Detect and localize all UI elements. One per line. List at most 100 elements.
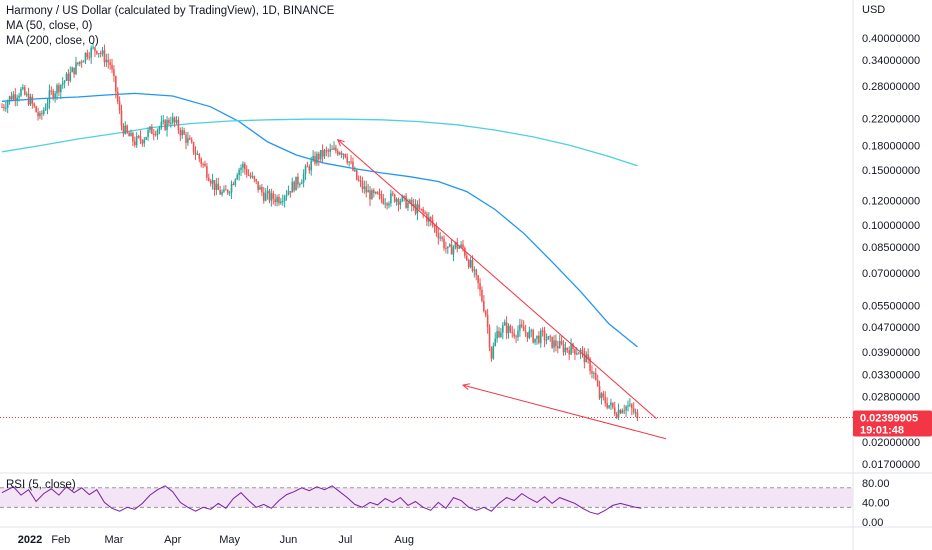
candle-body [445,247,447,249]
candle-body [615,414,618,418]
candle-body [101,50,104,54]
candle-body [589,358,591,372]
candle-body [274,199,276,203]
candle-body [534,338,536,343]
candle-body [115,76,117,92]
candle-body [300,182,303,185]
candle-body [439,237,442,239]
candle-body [37,112,39,117]
time-tick-label: 2022 [18,534,42,546]
candle-body [568,350,571,355]
candle-body [206,166,208,178]
candle-body [458,246,460,249]
candle-body [365,186,368,193]
price-tick-label: 0.03900000 [862,347,920,359]
time-tick-label: May [219,534,240,546]
candle-body [4,107,7,109]
candle-body [183,130,185,135]
candle-body [583,350,586,363]
ma50-line [1,92,638,348]
candle-body [73,67,75,75]
candle-body [219,189,221,195]
candle-body [336,150,339,155]
price-tick-label: 0.02000000 [862,437,920,449]
candle-body [223,189,225,192]
candle-body [295,176,297,191]
candle-body [340,152,343,155]
candle-body [71,67,73,73]
candle-body [58,85,60,93]
candle-body [555,340,557,347]
candle-body [538,335,540,343]
price-tick-label: 0.01700000 [862,459,920,471]
last-price-tag [853,410,932,437]
candle-body [526,332,529,338]
candle-body [185,134,187,143]
candle-body [517,330,519,338]
candle-body [467,259,470,268]
candle-body [78,61,81,64]
candle-body [492,345,495,359]
candle-body [18,95,20,98]
ma50-legend: MA (50, close, 0) [6,20,93,32]
candle-body [170,122,172,124]
trendline-arrow [461,383,470,391]
candle-body [90,47,92,58]
candle-body [321,149,324,157]
candle-body [373,190,375,194]
candle-body [557,346,559,349]
candle-body [581,349,584,351]
candle-body [503,322,506,326]
time-tick-label: Jun [280,534,298,546]
rsi-tick-label: 0.00 [862,517,883,529]
candle-body [10,96,13,100]
candle-body [141,140,144,144]
candle-body [564,347,567,353]
time-tick-label: Aug [394,534,414,546]
candle-body [189,138,191,140]
candle-body [168,120,170,124]
candle-body [448,244,451,247]
candle-body [483,300,485,312]
price-tick-label: 0.34000000 [862,55,920,67]
candle-body [221,191,223,195]
candle-body [502,325,504,333]
candle-body [228,192,231,194]
candle-body [369,190,371,200]
candle-body [500,332,502,338]
candle-body [60,84,62,93]
candle-body [126,125,129,133]
candle-body [405,195,407,208]
candle-body [390,193,392,204]
candle-body [247,174,250,176]
candle-body [61,82,64,85]
candle-body [16,97,18,100]
candle-body [479,283,481,290]
candle-body [632,408,635,413]
chart-legend: Harmony / US Dollar (calculated by Tradi… [6,4,334,49]
candle-body [135,136,138,146]
candle-body [333,147,335,150]
candle-body [23,87,26,95]
candle-body [12,94,15,100]
candle-body [306,166,309,168]
price-tick-label: 0.12000000 [862,195,920,207]
time-tick-label: Mar [104,534,123,546]
candle-body [27,93,30,105]
candle-body [355,170,358,180]
candle-body [399,201,402,205]
last-price-countdown: 19:01:48 [860,424,904,436]
time-tick-label: Feb [51,534,70,546]
candle-body [308,166,311,171]
candle-body [410,199,413,206]
candle-body [289,191,292,193]
candle-body [587,354,589,359]
candle-body [171,117,174,123]
candle-body [198,154,201,159]
candle-body [610,402,612,406]
candle-body [215,183,218,190]
candle-body [608,405,610,408]
candle-body [623,410,626,412]
trendline [462,384,667,440]
